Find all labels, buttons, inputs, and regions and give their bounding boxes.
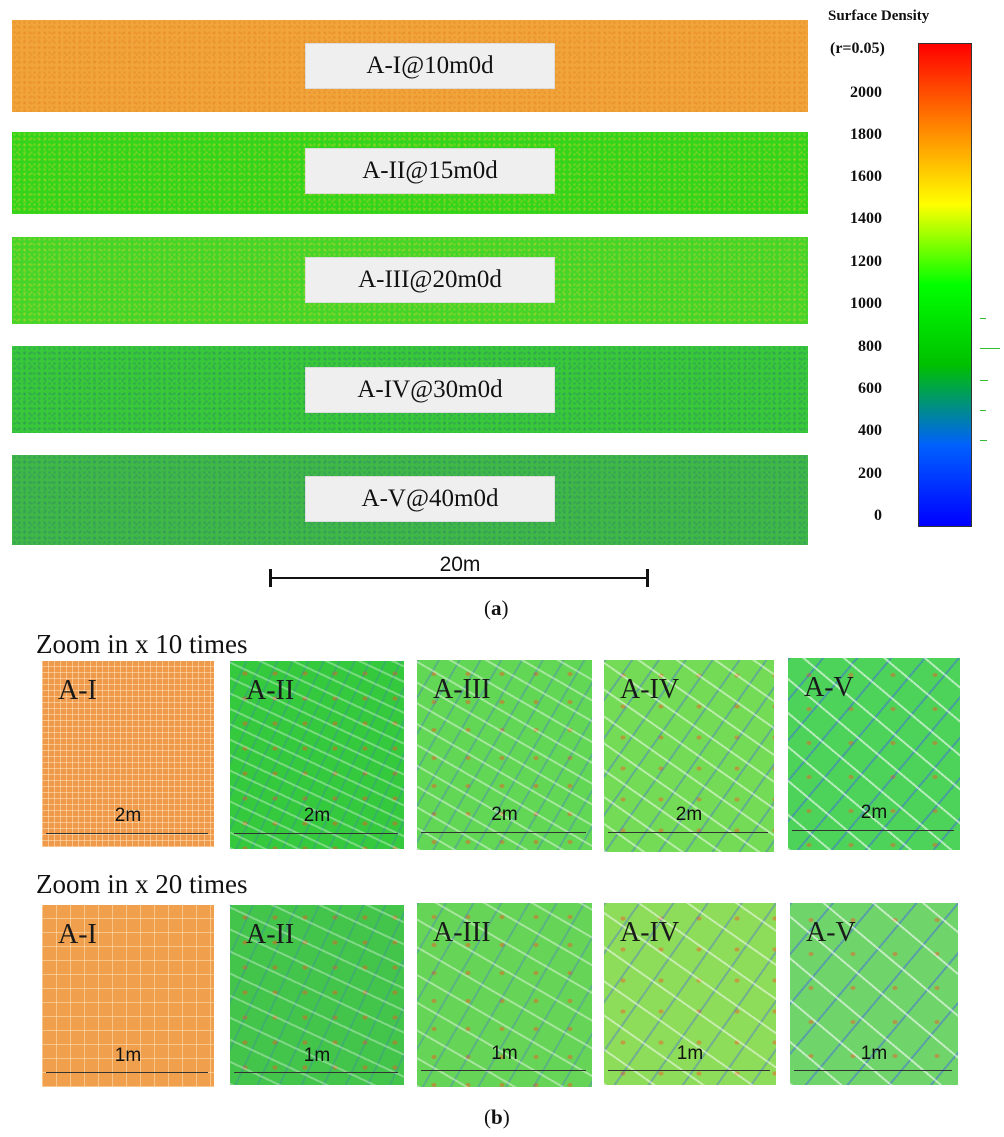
legend-tick: 1600 [850, 168, 882, 185]
tile-scale-label: 2m [675, 804, 703, 825]
tile-label: A-IV [620, 917, 680, 948]
zoom-tile: A-I 1m [42, 905, 214, 1087]
tile-scale-line [46, 833, 208, 834]
legend-marker [980, 318, 986, 319]
strip-a-iii: A-III@20m0d [12, 237, 808, 324]
legend-marker [980, 440, 987, 441]
zoom-tile: A-II 1m [230, 905, 404, 1085]
strip-a-ii: A-II@15m0d [12, 132, 808, 214]
tile-scale-line [608, 832, 768, 833]
zoom-tile: A-V 2m [788, 658, 960, 850]
zoom-tile: A-IV 1m [604, 903, 776, 1085]
zoom-tile: A-V 1m [790, 903, 958, 1085]
tile-label: A-III [433, 917, 491, 948]
tile-label: A-III [433, 674, 491, 705]
strip-a-iv: A-IV@30m0d [12, 346, 808, 433]
legend-marker [980, 380, 988, 381]
tile-scale-label: 2m [860, 802, 888, 823]
tile-scale-line [234, 1072, 398, 1073]
legend-marker [980, 348, 1000, 349]
tile-label: A-I [58, 675, 97, 706]
scale-bar-tick-left [269, 569, 272, 587]
legend-tick: 200 [858, 465, 882, 482]
tile-scale-label: 2m [491, 804, 518, 825]
scale-bar-label: 20m [439, 553, 481, 576]
legend-tick: 2000 [850, 84, 882, 101]
panel-label-a: (a) [484, 596, 509, 620]
zoom-heading-10x: Zoom in x 10 times [36, 629, 248, 659]
scale-bar-line [270, 577, 648, 579]
scale-bar-tick-right [646, 569, 649, 587]
tile-scale-label: 1m [114, 1045, 142, 1066]
legend-tick: 0 [874, 507, 882, 524]
tile-label: A-II [246, 919, 295, 950]
tile-scale-line [234, 833, 398, 834]
strip-label: A-II@15m0d [305, 148, 555, 194]
strip-label: A-IV@30m0d [305, 367, 555, 413]
tile-scale-line [792, 830, 954, 831]
zoom-tile: A-II 2m [230, 661, 404, 849]
legend-tick: 1000 [850, 295, 882, 312]
zoom-tile: A-III 2m [417, 660, 592, 850]
tile-scale-line [608, 1070, 770, 1071]
tile-scale-label: 1m [303, 1045, 331, 1066]
zoom-heading-20x: Zoom in x 20 times [36, 869, 248, 899]
legend-subtitle: (r=0.05) [830, 40, 885, 57]
tile-label: A-I [58, 919, 97, 950]
tile-label: A-V [804, 672, 854, 703]
legend-tick: 1800 [850, 126, 882, 143]
tile-label: A-II [246, 675, 295, 706]
tile-scale-line [421, 832, 586, 833]
panel-label-b: (b) [484, 1105, 510, 1129]
legend-color-bar [918, 43, 972, 527]
legend-tick: 600 [858, 380, 882, 397]
tile-label: A-V [806, 917, 856, 948]
legend-title: Surface Density [828, 8, 930, 24]
tile-scale-line [46, 1072, 208, 1073]
zoom-tile: A-III 1m [417, 903, 592, 1087]
legend-tick: 800 [858, 338, 882, 355]
tile-scale-label: 1m [676, 1043, 704, 1064]
tile-scale-line [794, 1070, 952, 1071]
strip-a-v: A-V@40m0d [12, 455, 808, 545]
tile-scale-label: 1m [860, 1043, 888, 1064]
strip-label: A-III@20m0d [305, 257, 555, 303]
strip-a-i: A-I@10m0d [12, 20, 808, 112]
zoom-tile: A-I 2m [42, 661, 214, 847]
tile-scale-line [421, 1070, 586, 1071]
legend-marker [980, 410, 986, 411]
strip-label: A-V@40m0d [305, 476, 555, 522]
legend-tick: 400 [858, 422, 882, 439]
legend-tick: 1200 [850, 253, 882, 270]
tile-label: A-IV [620, 674, 680, 705]
legend-tick: 1400 [850, 210, 882, 227]
strip-label: A-I@10m0d [305, 43, 555, 89]
tile-scale-label: 2m [303, 805, 331, 826]
tile-scale-label: 1m [491, 1043, 518, 1064]
tile-scale-label: 2m [114, 805, 142, 826]
zoom-tile: A-IV 2m [604, 660, 774, 852]
